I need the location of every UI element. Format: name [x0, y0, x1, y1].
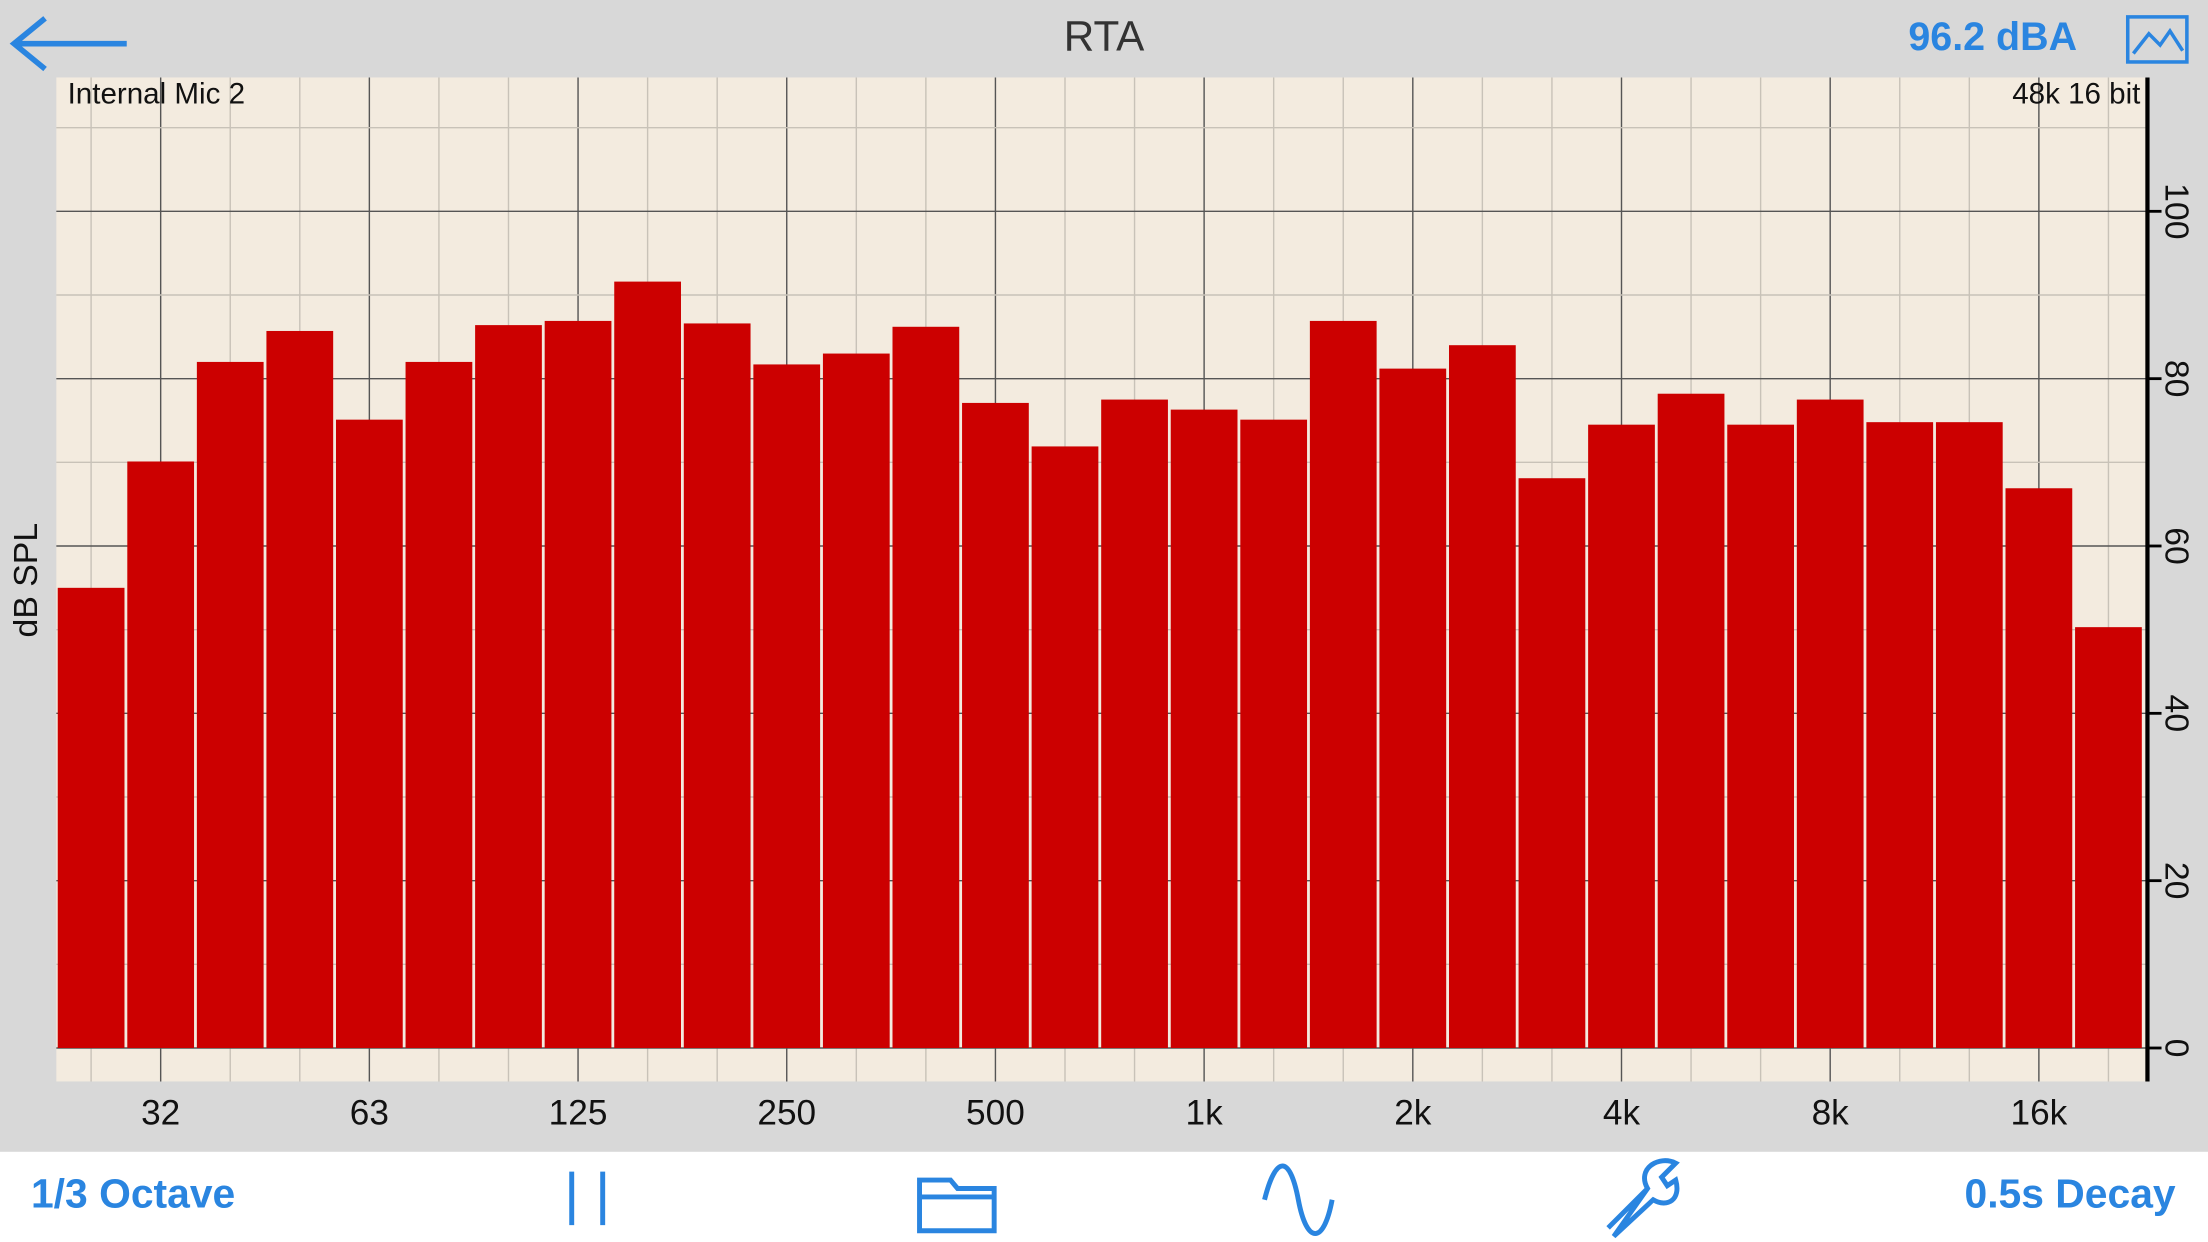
x-tick-label: 125 — [549, 1094, 608, 1133]
bar — [1518, 478, 1586, 1049]
bar — [544, 320, 612, 1049]
image-icon-line[interactable] — [2131, 27, 2185, 55]
image-button[interactable] — [2125, 15, 2189, 64]
pause-button[interactable] — [569, 1171, 606, 1226]
level-readout[interactable]: 96.2 dBA — [1908, 15, 2077, 59]
bar — [405, 361, 473, 1049]
y-tick-label: 0 — [2157, 1039, 2195, 1058]
screen-title: RTA — [1064, 13, 1145, 60]
bar — [614, 281, 681, 1049]
bar — [753, 364, 821, 1049]
bar — [962, 402, 1029, 1049]
bar — [2075, 627, 2142, 1049]
bar — [1309, 320, 1377, 1049]
bar — [1031, 446, 1099, 1049]
bar — [1727, 424, 1794, 1049]
bar — [892, 326, 960, 1049]
x-tick-label: 63 — [350, 1094, 389, 1133]
settings-button[interactable] — [1606, 1158, 1680, 1239]
x-tick-label: 1k — [1186, 1094, 1224, 1133]
bar — [1240, 419, 1308, 1049]
x-tick-label: 16k — [2011, 1094, 2068, 1133]
bar — [57, 587, 125, 1049]
bar — [1866, 422, 1934, 1049]
decay-button[interactable]: 0.5s Decay — [1964, 1171, 2175, 1217]
bar — [1796, 399, 1864, 1049]
bar — [1935, 422, 2003, 1049]
y-tick-label: 60 — [2157, 527, 2195, 565]
resolution-button[interactable]: 1/3 Octave — [31, 1171, 235, 1217]
bar — [335, 419, 403, 1049]
x-tick-label: 500 — [966, 1094, 1025, 1133]
folder-button[interactable] — [917, 1177, 997, 1234]
x-tick-label: 32 — [141, 1094, 180, 1133]
bar — [1170, 409, 1238, 1049]
input-label: Internal Mic 2 — [68, 78, 245, 111]
bar — [1449, 345, 1516, 1049]
bar — [127, 461, 195, 1049]
bar — [1657, 393, 1725, 1049]
y-axis-label: dB SPL — [7, 523, 45, 638]
toolbar — [0, 1151, 2208, 1242]
back-button[interactable] — [9, 16, 127, 72]
bar — [822, 353, 890, 1049]
signal-button[interactable] — [1262, 1163, 1335, 1236]
bar — [475, 325, 542, 1049]
bar — [683, 323, 751, 1049]
x-tick-label: 2k — [1394, 1094, 1432, 1133]
y-tick-label: 40 — [2157, 695, 2195, 733]
x-tick-label: 8k — [1812, 1094, 1850, 1133]
back-arrow[interactable] — [9, 16, 127, 72]
y-tick-label: 80 — [2157, 360, 2195, 398]
toolbar-icons — [569, 1158, 1680, 1239]
image-icon[interactable] — [2125, 15, 2189, 64]
bar — [1379, 368, 1447, 1049]
bar — [1101, 399, 1168, 1049]
bar — [2005, 488, 2073, 1049]
bar — [1588, 424, 1655, 1049]
y-tick-label: 20 — [2157, 862, 2195, 900]
bar — [196, 361, 264, 1049]
plot: 0 20 40 60 80 100 32 63 125 250 500 1k 2k 4k 8k 16k — [56, 77, 2195, 1133]
x-tick-label: 250 — [757, 1094, 816, 1133]
bar — [266, 330, 334, 1049]
x-tick-label: 4k — [1603, 1094, 1641, 1133]
y-tick-label: 100 — [2157, 183, 2195, 239]
format-label: 48k 16 bit — [2012, 78, 2140, 111]
